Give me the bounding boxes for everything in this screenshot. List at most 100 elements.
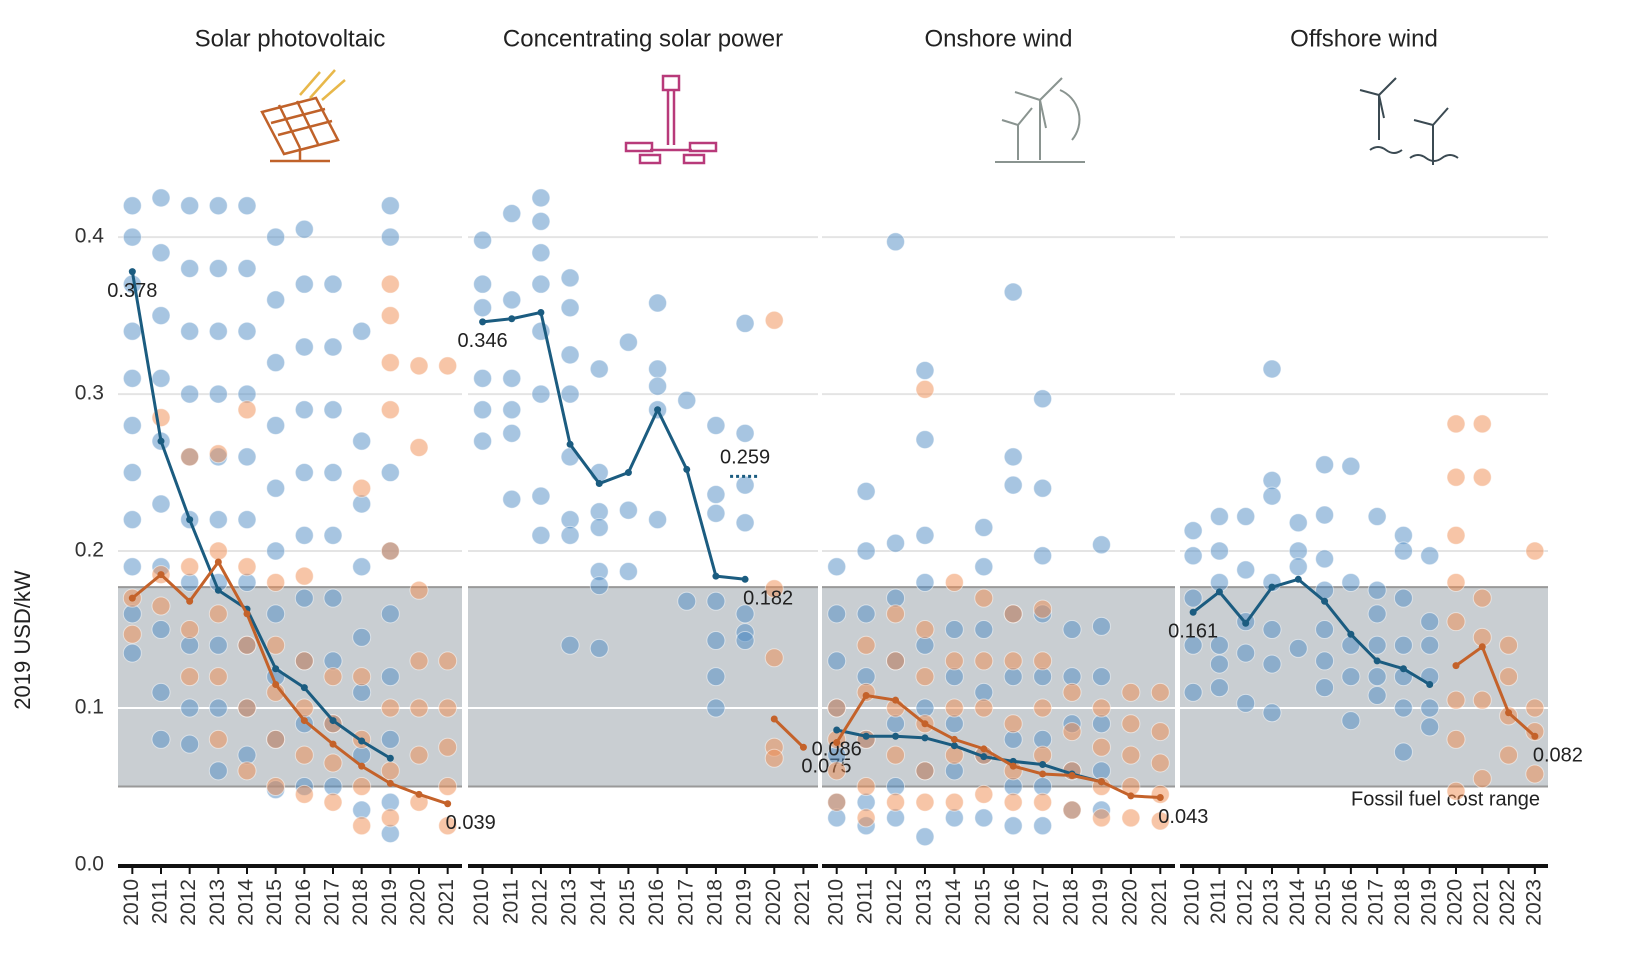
dot [180, 321, 200, 341]
dot [1062, 722, 1082, 742]
dot [1393, 588, 1413, 608]
dot [266, 635, 286, 655]
dot [237, 761, 257, 781]
line-vertex [508, 315, 516, 323]
dot [380, 761, 400, 781]
dot [352, 478, 372, 498]
dot [618, 332, 638, 352]
dot [1446, 572, 1466, 592]
panel-title: Solar photovoltaic [195, 25, 386, 52]
dot [1033, 599, 1053, 619]
line-vertex [386, 779, 394, 787]
dot [237, 557, 257, 577]
dot [827, 557, 847, 577]
dot [237, 510, 257, 530]
x-tick-label: 2020 [1444, 879, 1467, 926]
dot [122, 227, 142, 247]
dot [648, 510, 668, 530]
dot [1209, 678, 1229, 698]
dot [1367, 507, 1387, 527]
line-vertex [537, 308, 545, 316]
dot [1003, 447, 1023, 467]
dot [208, 604, 228, 624]
line-vertex [799, 743, 807, 751]
dot [180, 698, 200, 718]
line-vertex [1505, 709, 1513, 717]
dot [886, 533, 906, 553]
panel-title: Offshore wind [1290, 25, 1438, 52]
dot [1121, 682, 1141, 702]
line-vertex [1399, 665, 1407, 673]
dot [294, 400, 314, 420]
dot [1367, 667, 1387, 687]
value-label: 0.039 [446, 812, 496, 834]
dot [735, 423, 755, 443]
dot [1183, 635, 1203, 655]
line-vertex [1268, 583, 1276, 591]
dot [323, 525, 343, 545]
dot [764, 310, 784, 330]
dot [502, 290, 522, 310]
dot [380, 306, 400, 326]
value-label: 0.043 [1158, 806, 1208, 828]
dot [974, 588, 994, 608]
x-tick-label: 2015 [263, 879, 286, 926]
dot [473, 400, 493, 420]
dot [856, 541, 876, 561]
dot [237, 196, 257, 216]
line-vertex [1242, 619, 1250, 627]
x-tick-label: 2010 [120, 879, 143, 926]
dot [151, 306, 171, 326]
dot [1209, 635, 1229, 655]
dot [915, 667, 935, 687]
line-vertex [1127, 792, 1135, 800]
dot [323, 792, 343, 812]
dot [409, 356, 429, 376]
line-vertex [272, 680, 280, 688]
dot [1091, 616, 1111, 636]
line-vertex [654, 406, 662, 414]
y-tick-label: 0.3 [75, 382, 104, 405]
dot [1091, 808, 1111, 828]
dot [915, 572, 935, 592]
dot [323, 667, 343, 687]
line-vertex [1478, 643, 1486, 651]
dot [237, 400, 257, 420]
dot [1003, 651, 1023, 671]
dot [502, 400, 522, 420]
dot [151, 682, 171, 702]
dot [409, 745, 429, 765]
dot [438, 737, 458, 757]
dot [1003, 604, 1023, 624]
x-tick-label: 2020 [1118, 879, 1141, 926]
dot [380, 667, 400, 687]
dot [944, 792, 964, 812]
dot [122, 321, 142, 341]
dot [944, 572, 964, 592]
dot [1420, 635, 1440, 655]
dot [944, 620, 964, 640]
line-vertex [921, 720, 929, 728]
line-vertex [444, 800, 452, 808]
dot [1420, 717, 1440, 737]
dot [208, 761, 228, 781]
dot [1150, 811, 1170, 831]
line-vertex [300, 684, 308, 692]
dot [677, 390, 697, 410]
dot [438, 698, 458, 718]
dot [648, 359, 668, 379]
dot [974, 698, 994, 718]
dot [706, 631, 726, 651]
line-vertex [1531, 732, 1539, 740]
fossil-band [468, 587, 818, 787]
dot [974, 557, 994, 577]
dot [1262, 359, 1282, 379]
dot [1091, 535, 1111, 555]
dot [122, 463, 142, 483]
dot [1315, 678, 1335, 698]
line-vertex [186, 597, 194, 605]
dot [1262, 703, 1282, 723]
dot [294, 219, 314, 239]
dot [208, 510, 228, 530]
series-line [131, 559, 449, 806]
